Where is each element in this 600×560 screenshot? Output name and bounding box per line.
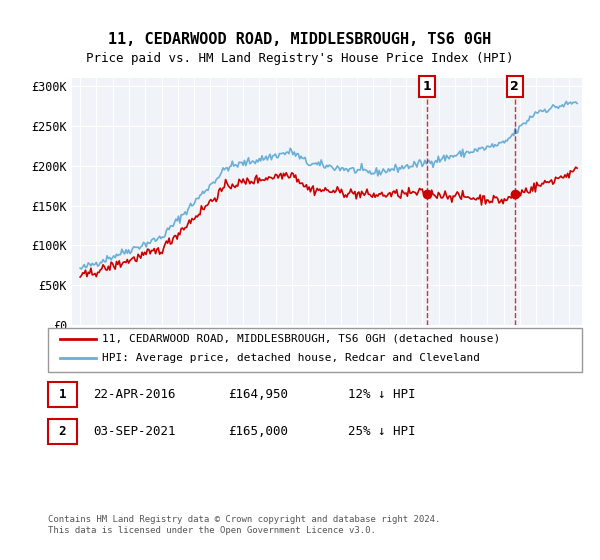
Text: 2: 2 — [511, 80, 519, 93]
Text: Contains HM Land Registry data © Crown copyright and database right 2024.
This d: Contains HM Land Registry data © Crown c… — [48, 515, 440, 535]
Text: 03-SEP-2021: 03-SEP-2021 — [93, 424, 176, 438]
Text: 1: 1 — [423, 80, 432, 93]
Text: 11, CEDARWOOD ROAD, MIDDLESBROUGH, TS6 0GH: 11, CEDARWOOD ROAD, MIDDLESBROUGH, TS6 0… — [109, 32, 491, 46]
Text: 22-APR-2016: 22-APR-2016 — [93, 388, 176, 402]
Text: 25% ↓ HPI: 25% ↓ HPI — [348, 424, 415, 438]
Text: £164,950: £164,950 — [228, 388, 288, 402]
Text: 2: 2 — [59, 424, 66, 438]
Text: Price paid vs. HM Land Registry's House Price Index (HPI): Price paid vs. HM Land Registry's House … — [86, 52, 514, 66]
Text: 12% ↓ HPI: 12% ↓ HPI — [348, 388, 415, 402]
Text: 1: 1 — [59, 388, 66, 402]
Text: 11, CEDARWOOD ROAD, MIDDLESBROUGH, TS6 0GH (detached house): 11, CEDARWOOD ROAD, MIDDLESBROUGH, TS6 0… — [102, 334, 500, 344]
Text: £165,000: £165,000 — [228, 424, 288, 438]
Text: HPI: Average price, detached house, Redcar and Cleveland: HPI: Average price, detached house, Redc… — [102, 353, 480, 363]
